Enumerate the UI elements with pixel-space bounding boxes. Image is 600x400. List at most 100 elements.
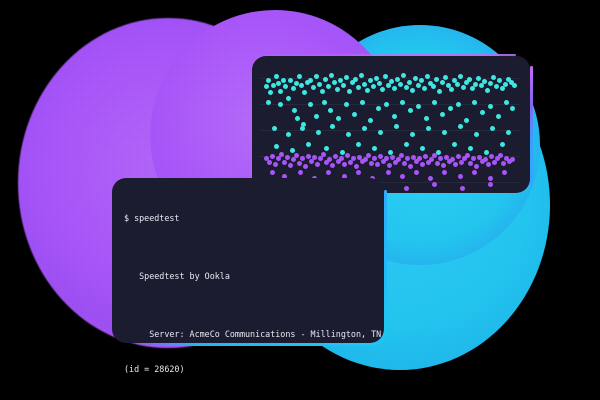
- data-point-download: [371, 84, 376, 89]
- data-point-upload: [303, 164, 308, 169]
- data-point-download: [350, 80, 355, 85]
- data-point-download: [410, 88, 415, 93]
- data-point-upload: [381, 159, 386, 164]
- data-point-download: [392, 114, 397, 119]
- data-point-download: [476, 76, 481, 81]
- data-point-download: [286, 132, 291, 137]
- data-point-upload: [510, 157, 515, 162]
- data-point-download: [413, 76, 418, 81]
- data-point-download: [356, 85, 361, 90]
- data-point-download: [470, 86, 475, 91]
- data-point-download: [294, 81, 299, 86]
- data-point-download: [482, 79, 487, 84]
- data-point-download: [448, 106, 453, 111]
- data-point-download: [494, 84, 499, 89]
- data-point-download: [272, 126, 277, 131]
- data-point-download: [335, 87, 340, 92]
- terminal-bottom-glow: [136, 343, 374, 346]
- data-point-download: [452, 142, 457, 147]
- data-point-upload: [399, 153, 404, 158]
- data-point-download: [512, 83, 517, 88]
- terminal-line-isp: ISP: AcmeCo Internet: [124, 399, 374, 400]
- data-point-download: [324, 146, 329, 151]
- data-point-download: [317, 82, 322, 87]
- data-point-download: [341, 83, 346, 88]
- data-point-download: [424, 116, 429, 121]
- data-point-upload: [324, 160, 329, 165]
- data-point-download: [480, 110, 485, 115]
- data-point-download: [467, 77, 472, 82]
- data-point-upload: [477, 155, 482, 160]
- data-point-upload: [414, 170, 419, 175]
- data-point-download: [292, 108, 297, 113]
- data-point-upload: [411, 155, 416, 160]
- data-point-upload: [312, 155, 317, 160]
- data-point-download: [271, 83, 276, 88]
- data-point-download: [378, 130, 383, 135]
- data-point-upload: [267, 160, 272, 165]
- data-point-download: [308, 78, 313, 83]
- data-point-download: [490, 126, 495, 131]
- data-point-upload: [351, 156, 356, 161]
- data-point-upload: [336, 159, 341, 164]
- data-point-download: [400, 100, 405, 105]
- data-point-upload: [306, 154, 311, 159]
- data-point-upload: [384, 156, 389, 161]
- data-point-download: [488, 104, 493, 109]
- data-point-upload: [444, 155, 449, 160]
- data-point-download: [440, 80, 445, 85]
- data-point-upload: [375, 162, 380, 167]
- data-point-download: [479, 83, 484, 88]
- data-point-upload: [298, 170, 303, 175]
- data-point-upload: [339, 156, 344, 161]
- data-point-download: [374, 76, 379, 81]
- data-point-upload: [273, 162, 278, 167]
- data-point-download: [377, 81, 382, 86]
- terminal-corner-glow: [366, 325, 387, 346]
- data-point-upload: [342, 162, 347, 167]
- data-point-download: [266, 100, 271, 105]
- data-point-upload: [483, 157, 488, 162]
- data-point-download: [485, 88, 490, 93]
- data-point-download: [360, 100, 365, 105]
- terminal-output[interactable]: $ speedtest Speedtest by Ookla Server: A…: [112, 178, 384, 400]
- terminal-line-server-id: (id = 28620): [124, 363, 185, 374]
- data-point-upload: [474, 164, 479, 169]
- terminal-right-glow: [384, 190, 387, 329]
- data-point-download: [428, 81, 433, 86]
- data-point-download: [353, 77, 358, 82]
- data-point-download: [401, 73, 406, 78]
- data-point-download: [500, 142, 505, 147]
- data-point-upload: [345, 153, 350, 158]
- data-point-download: [308, 102, 313, 107]
- data-point-download: [266, 78, 271, 83]
- speed-graph-card: [252, 54, 533, 193]
- data-point-download: [332, 80, 337, 85]
- data-point-download: [305, 80, 310, 85]
- data-point-download: [504, 100, 509, 105]
- data-point-upload: [378, 154, 383, 159]
- data-point-upload: [468, 161, 473, 166]
- data-point-download: [376, 106, 381, 111]
- data-point-upload: [438, 156, 443, 161]
- data-point-upload: [270, 170, 275, 175]
- data-point-download: [359, 73, 364, 78]
- data-point-download: [300, 126, 305, 131]
- data-point-upload: [396, 157, 401, 162]
- data-point-upload: [420, 162, 425, 167]
- data-point-upload: [282, 160, 287, 165]
- data-point-upload: [504, 156, 509, 161]
- data-point-download: [456, 102, 461, 107]
- data-point-download: [356, 142, 361, 147]
- data-point-download: [455, 82, 460, 87]
- data-point-download: [416, 83, 421, 88]
- data-point-download: [274, 74, 279, 79]
- data-point-download: [509, 80, 514, 85]
- data-point-upload: [366, 153, 371, 158]
- data-point-upload: [489, 154, 494, 159]
- data-point-download: [432, 100, 437, 105]
- data-point-download: [449, 87, 454, 92]
- data-point-download: [506, 130, 511, 135]
- data-point-download: [407, 80, 412, 85]
